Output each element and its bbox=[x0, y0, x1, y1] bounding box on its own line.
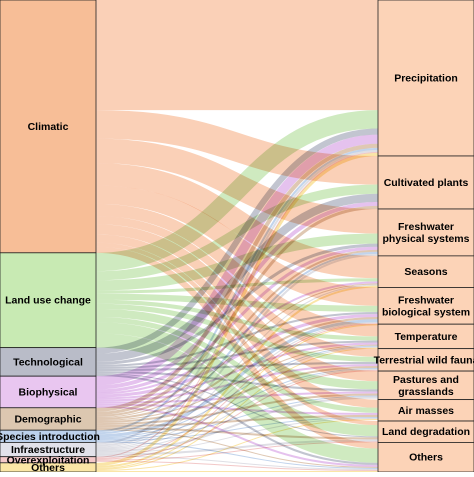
source-node-technological bbox=[0, 347, 97, 377]
source-label-demographic: Demographic bbox=[14, 413, 81, 425]
target-label-cultivated-plants: Cultivated plants bbox=[384, 177, 469, 189]
flow-biophysical-to-precipitation bbox=[95, 134, 379, 386]
flow-land-use-change-to-precipitation bbox=[95, 110, 379, 272]
flow-others-source-to-temperature bbox=[95, 347, 379, 470]
flow-others-source-to-air-masses bbox=[95, 418, 379, 471]
source-label-land-use-change: Land use change bbox=[5, 295, 91, 307]
target-label-line: Precipitation bbox=[394, 72, 458, 84]
flow-demographic-to-terrestrial-wild-fauna bbox=[95, 365, 379, 424]
flow-others-source-to-precipitation bbox=[95, 152, 379, 466]
source-label-species-introduction: Species introduction bbox=[0, 431, 100, 443]
target-label-line: Pastures and bbox=[393, 374, 459, 386]
target-label-line: Seasons bbox=[404, 266, 447, 278]
flows-group bbox=[95, 0, 379, 472]
flow-land-use-change-to-air-masses bbox=[95, 317, 379, 413]
flow-others-source-to-freshwater-biological bbox=[95, 324, 379, 469]
flow-technological-to-freshwater-biological bbox=[95, 311, 379, 367]
flow-demographic-to-freshwater-physical bbox=[95, 249, 379, 417]
target-node-freshwater-physical bbox=[377, 208, 474, 257]
source-label-infraestructure: Infraestructure bbox=[11, 444, 85, 456]
source-label-others-source: Others bbox=[31, 462, 65, 472]
target-label-terrestrial-wild-fauna: Terrestrial wild fauna bbox=[374, 354, 474, 366]
target-label-line: Air masses bbox=[398, 405, 454, 417]
target-label-line: physical systems bbox=[383, 233, 470, 245]
target-node-seasons bbox=[377, 255, 474, 288]
flow-infraestructure-to-terrestrial-wild-fauna bbox=[95, 369, 379, 451]
flow-species-introduction-to-precipitation bbox=[95, 147, 379, 433]
flow-technological-to-precipitation bbox=[95, 128, 379, 354]
flow-overexploitation-to-freshwater-biological bbox=[95, 323, 379, 459]
target-node-precipitation bbox=[377, 0, 474, 157]
target-label-precipitation: Precipitation bbox=[394, 72, 458, 84]
source-label-overexploitation: Overexploitation bbox=[7, 454, 90, 466]
source-label-biophysical: Biophysical bbox=[19, 386, 78, 398]
flow-climatic-to-temperature bbox=[95, 203, 379, 337]
target-label-line: Others bbox=[409, 452, 443, 464]
flow-infraestructure-to-temperature bbox=[95, 346, 379, 450]
source-label-climatic: Climatic bbox=[28, 121, 69, 133]
target-label-freshwater-physical: Freshwater physical systems bbox=[383, 221, 470, 245]
flow-demographic-to-precipitation bbox=[95, 143, 379, 412]
flow-species-introduction-to-temperature bbox=[95, 345, 379, 439]
target-node-freshwater-biological bbox=[377, 287, 474, 325]
target-label-line: Freshwater bbox=[398, 294, 454, 306]
flow-infraestructure-to-precipitation bbox=[95, 149, 379, 445]
target-label-line: Freshwater bbox=[398, 221, 454, 233]
target-label-line: Land degradation bbox=[382, 426, 470, 438]
flow-overexploitation-to-terrestrial-wild-fauna bbox=[95, 370, 379, 460]
source-node-land-use-change bbox=[0, 252, 97, 349]
flow-infraestructure-to-seasons bbox=[95, 284, 379, 448]
target-node-cultivated-plants bbox=[377, 155, 474, 210]
flow-land-use-change-to-cultivated-plants bbox=[95, 184, 379, 281]
flow-overexploitation-to-precipitation bbox=[95, 151, 379, 458]
target-label-line: Cultivated plants bbox=[384, 177, 469, 189]
flow-species-introduction-to-freshwater-physical bbox=[95, 251, 379, 435]
target-label-pastures-grasslands: Pastures and grasslands bbox=[393, 374, 459, 398]
target-node-others-target bbox=[377, 442, 474, 473]
target-label-temperature: Temperature bbox=[395, 331, 458, 343]
target-node-temperature bbox=[377, 323, 474, 350]
source-node-climatic bbox=[0, 0, 97, 254]
flow-others-source-to-seasons bbox=[95, 285, 379, 468]
target-label-land-degradation: Land degradation bbox=[382, 426, 470, 438]
target-label-line: Terrestrial wild fauna bbox=[374, 354, 474, 366]
flow-biophysical-to-seasons bbox=[95, 281, 379, 395]
flow-species-introduction-to-pastures-grasslands bbox=[95, 395, 379, 441]
target-label-line: biological system bbox=[382, 306, 470, 318]
target-label-seasons: Seasons bbox=[404, 266, 447, 278]
flow-demographic-to-land-degradation bbox=[95, 427, 379, 440]
source-label-technological: Technological bbox=[13, 356, 83, 368]
flow-biophysical-to-freshwater-physical bbox=[95, 246, 379, 393]
target-label-others-target: Others bbox=[409, 452, 443, 464]
flow-demographic-to-freshwater-biological bbox=[95, 317, 379, 421]
flow-biophysical-to-freshwater-biological bbox=[95, 313, 379, 398]
flow-infraestructure-to-others-target bbox=[95, 455, 379, 470]
target-label-freshwater-biological: Freshwater biological system bbox=[382, 294, 470, 318]
labels-group: Climatic Land use change Technological Biop… bbox=[0, 72, 474, 473]
target-label-line: grasslands bbox=[398, 386, 454, 398]
flow-land-use-change-to-seasons bbox=[95, 278, 379, 294]
flow-infraestructure-to-land-degradation bbox=[95, 439, 379, 456]
target-label-line: Temperature bbox=[395, 331, 458, 343]
flow-infraestructure-to-freshwater-physical bbox=[95, 253, 379, 447]
target-label-air-masses: Air masses bbox=[398, 405, 454, 417]
source-node-biophysical bbox=[0, 375, 97, 409]
